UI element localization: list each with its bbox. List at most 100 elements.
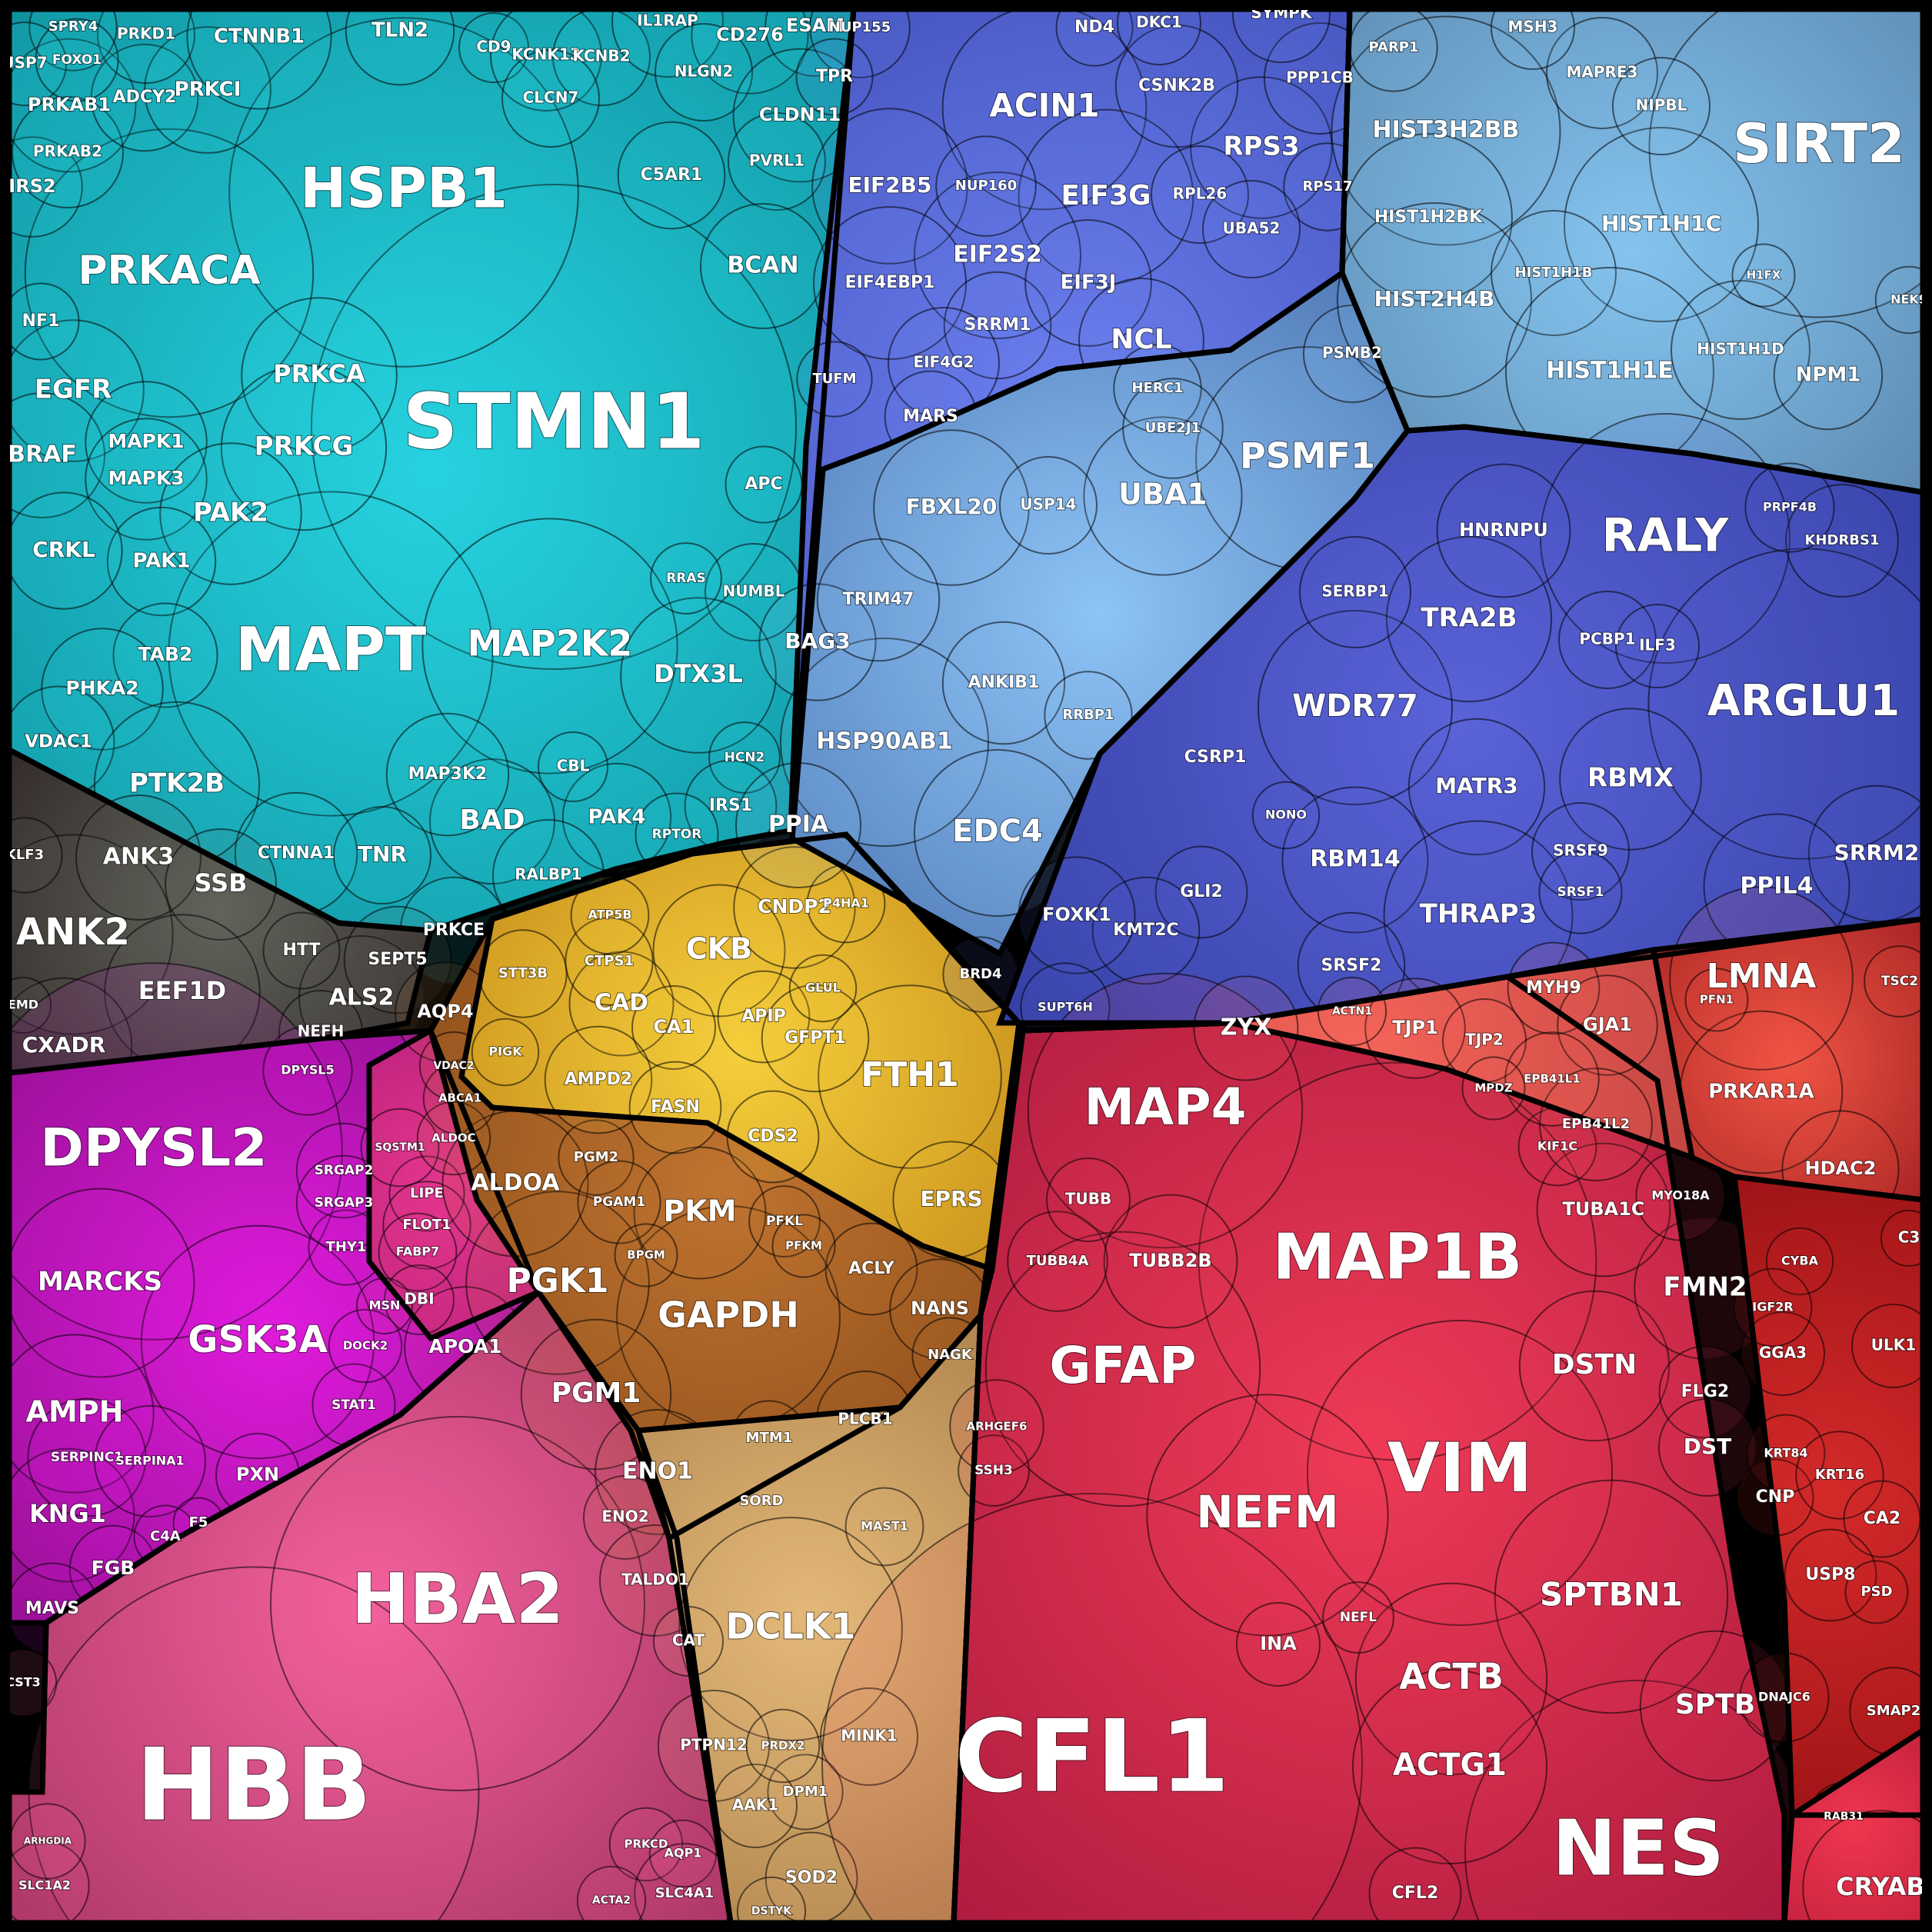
cell-fbxl20 <box>873 429 1030 586</box>
cell-gli2 <box>1154 845 1248 939</box>
cell-label: SIRT2 <box>1733 112 1905 175</box>
cell-label: MAP1B <box>1273 1221 1523 1294</box>
cell-cd9 <box>458 12 529 83</box>
cell-label: PTPN12 <box>680 1736 748 1754</box>
cell-label: KRT16 <box>1815 1467 1864 1483</box>
cell-label: ARHGDIA <box>24 1836 72 1847</box>
cell-pigk <box>471 1018 540 1087</box>
cell-label: UBA52 <box>1223 219 1281 238</box>
cell-label: SERBP1 <box>1321 582 1388 601</box>
cell-label: PAK2 <box>193 498 268 528</box>
cell-eif3j <box>1024 219 1152 347</box>
cell-label: VDAC2 <box>433 1060 474 1072</box>
cell-tpr <box>795 38 874 116</box>
cell-dclk1 <box>678 1517 903 1741</box>
cell-label: MAST1 <box>861 1519 908 1534</box>
cell-label: STMN1 <box>402 376 705 466</box>
cell-label: EPRS <box>920 1186 982 1211</box>
cell-label: IL1RAP <box>637 12 698 30</box>
cell-npm1 <box>1773 320 1884 431</box>
cell-label: BCAN <box>727 252 798 279</box>
cell-label: MTM1 <box>746 1430 793 1446</box>
cell-ulk1 <box>1851 1304 1932 1388</box>
cell-hist3h2bb <box>1331 15 1561 246</box>
cell-label: MATR3 <box>1435 773 1518 798</box>
cell-label: PVRL1 <box>749 152 804 170</box>
cell-ankib1 <box>941 621 1066 745</box>
cell-label: PRKCG <box>255 431 354 462</box>
cell-usp7 <box>0 22 67 106</box>
cell-srrm2 <box>1807 784 1932 923</box>
cell-label: DOCK2 <box>343 1339 388 1353</box>
cell-bag3 <box>758 583 877 701</box>
cell-pkm <box>633 1146 767 1280</box>
cell-label: KMT2C <box>1113 921 1178 940</box>
cell-sirt2 <box>1648 0 1932 318</box>
cell-bad <box>429 758 555 884</box>
cell-label: BPGM <box>627 1248 665 1262</box>
cell-sympk <box>1232 0 1331 63</box>
cell-label: PTK2B <box>129 768 225 799</box>
cell-uba1 <box>1083 416 1243 576</box>
cell-epb41l1 <box>1504 1031 1600 1127</box>
cell-label: ZYX <box>1221 1014 1272 1041</box>
cell-label: PFKM <box>785 1239 822 1253</box>
cell-label: PRKACA <box>78 248 260 294</box>
cell-label: HTT <box>283 941 321 960</box>
cell-label: AQP1 <box>665 1846 702 1860</box>
cell-map4 <box>1027 972 1304 1249</box>
cell-label: SRGAP2 <box>315 1163 374 1178</box>
cell-label: CAD <box>595 990 648 1017</box>
cell-bpgm <box>614 1223 678 1287</box>
cell-label: ANK2 <box>16 911 130 954</box>
cell-label: AAK1 <box>732 1796 778 1814</box>
cell-label: EPB41L1 <box>1524 1072 1581 1086</box>
cell-csnk2b <box>1114 24 1239 148</box>
cell-label: MAP2K2 <box>468 623 633 665</box>
cell-label: FABP7 <box>396 1244 440 1259</box>
cell-eif3g <box>1018 108 1194 285</box>
cell-label: ACLY <box>848 1259 895 1278</box>
cell-label: IRS1 <box>709 796 752 815</box>
cell-label: MSH3 <box>1508 18 1558 36</box>
cell-label: KLF3 <box>5 847 44 863</box>
cell-label: NES <box>1552 1803 1724 1893</box>
cell-label: DSTYK <box>751 1905 792 1917</box>
cell-label: GAPDH <box>658 1294 799 1336</box>
cell-label: FLG2 <box>1681 1382 1729 1401</box>
cell-label: ALDOC <box>431 1131 475 1145</box>
cell-label: ARGLU1 <box>1707 676 1900 726</box>
cell-label: TRA2B <box>1421 603 1517 634</box>
cell-label: TUBB2B <box>1129 1250 1211 1271</box>
cell-prkcg <box>220 364 388 531</box>
cell-sptbn1 <box>1494 1479 1729 1714</box>
cell-label: CDS2 <box>748 1127 798 1146</box>
cell-prkd1 <box>97 0 195 84</box>
cell-pfn1 <box>1684 968 1749 1032</box>
cell-label: TJP1 <box>1392 1017 1438 1038</box>
cell-pgk1 <box>465 1191 650 1375</box>
cell-label: P4HA1 <box>823 896 869 911</box>
cell-label: GFAP <box>1049 1336 1196 1395</box>
cell-label: SSH3 <box>974 1463 1013 1478</box>
cell-label: PRKAR1A <box>1708 1081 1814 1104</box>
group-border <box>6 1287 734 1926</box>
cell-mapt <box>168 491 494 817</box>
cell-label: C3 <box>1898 1228 1920 1247</box>
cell-label: TJP2 <box>1465 1031 1504 1049</box>
cell-label: SSB <box>194 868 247 898</box>
cell-aldoc <box>416 1101 491 1176</box>
cell-amph <box>0 1334 155 1494</box>
cell-label: VDAC1 <box>25 732 92 752</box>
group-border <box>995 424 1926 1026</box>
cell-tuba1c <box>1536 1142 1671 1277</box>
cell-label: CLDN11 <box>759 104 841 125</box>
cell-label: ESAM <box>786 15 844 36</box>
cell-pak2 <box>159 442 302 585</box>
cell-label: HNRNPU <box>1459 519 1548 541</box>
cell-label: DPYSL5 <box>281 1063 334 1078</box>
cell-label: NF1 <box>22 311 60 331</box>
cell-label: NEFH <box>298 1022 345 1041</box>
cell-krt16 <box>1795 1431 1884 1520</box>
cell-label: NIPBL <box>1636 96 1687 115</box>
